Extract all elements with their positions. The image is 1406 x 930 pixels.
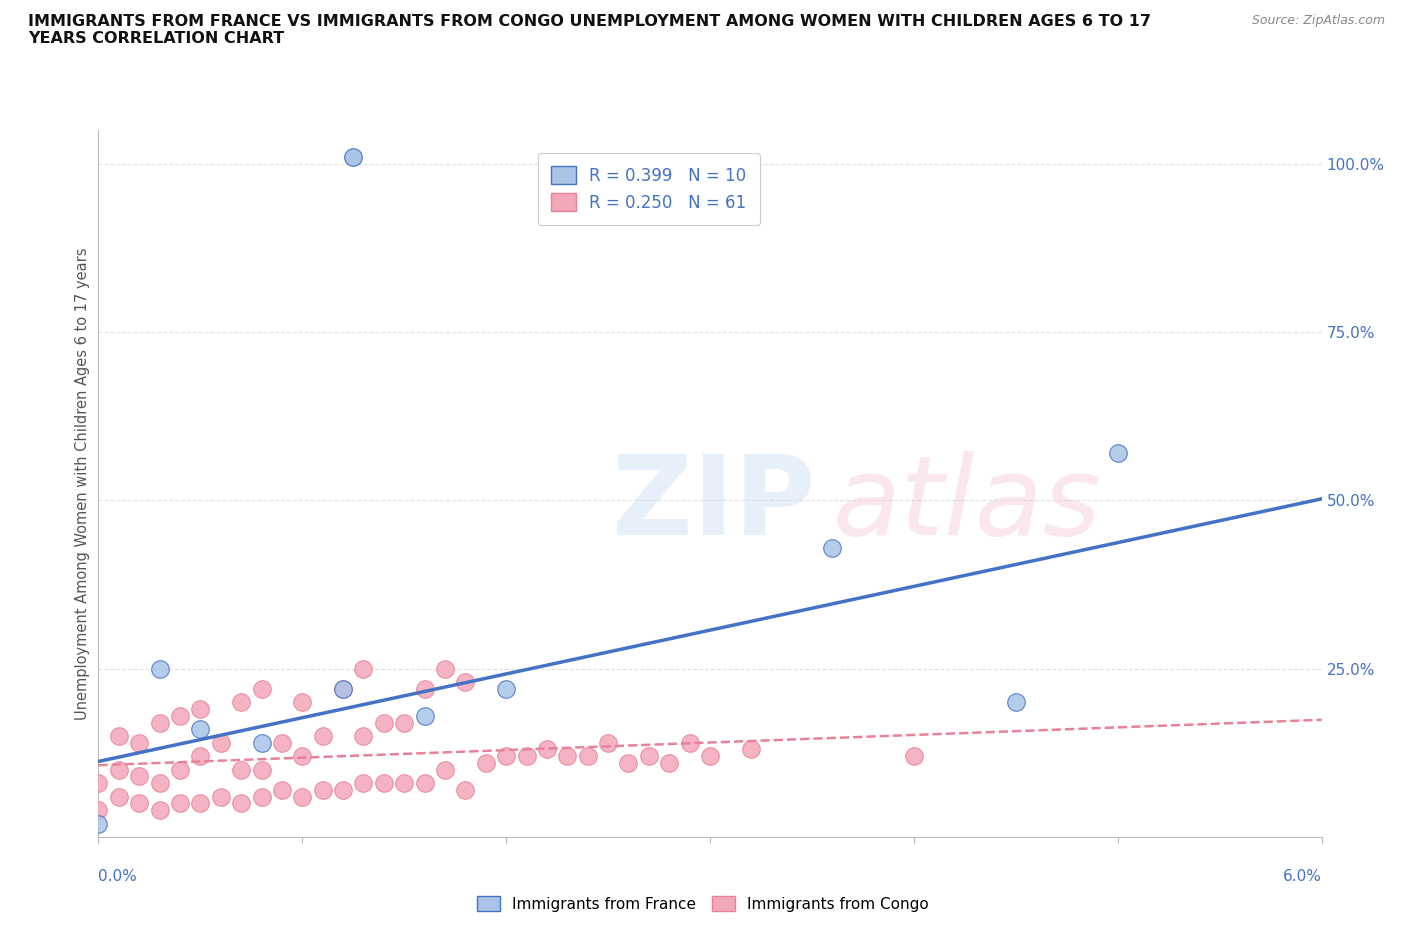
Text: ZIP: ZIP xyxy=(612,451,815,558)
Point xyxy=(1107,445,1129,460)
Text: atlas: atlas xyxy=(832,451,1101,558)
Point xyxy=(188,701,212,716)
Point xyxy=(332,682,354,697)
Point xyxy=(250,790,273,804)
Legend: Immigrants from France, Immigrants from Congo: Immigrants from France, Immigrants from … xyxy=(471,889,935,918)
Point xyxy=(352,776,374,790)
Point xyxy=(311,728,335,743)
Point xyxy=(433,661,456,676)
Point xyxy=(373,776,395,790)
Point xyxy=(413,709,436,724)
Point xyxy=(373,715,395,730)
Point xyxy=(87,817,110,831)
Point xyxy=(413,776,436,790)
Point xyxy=(108,790,131,804)
Point xyxy=(270,736,292,751)
Point xyxy=(311,782,335,797)
Point xyxy=(270,782,292,797)
Point xyxy=(740,742,762,757)
Point xyxy=(342,150,364,165)
Point xyxy=(903,749,925,764)
Point xyxy=(250,763,273,777)
Point xyxy=(128,769,150,784)
Text: IMMIGRANTS FROM FRANCE VS IMMIGRANTS FROM CONGO UNEMPLOYMENT AMONG WOMEN WITH CH: IMMIGRANTS FROM FRANCE VS IMMIGRANTS FRO… xyxy=(28,14,1152,46)
Point xyxy=(658,755,681,770)
Legend: R = 0.399   N = 10, R = 0.250   N = 61: R = 0.399 N = 10, R = 0.250 N = 61 xyxy=(538,153,759,225)
Point xyxy=(169,796,191,811)
Point xyxy=(516,749,538,764)
Point xyxy=(332,782,354,797)
Point xyxy=(128,736,150,751)
Point xyxy=(392,715,416,730)
Point xyxy=(87,776,110,790)
Point xyxy=(250,682,273,697)
Point xyxy=(433,763,456,777)
Point xyxy=(495,749,517,764)
Point xyxy=(555,749,579,764)
Point xyxy=(108,763,131,777)
Text: Source: ZipAtlas.com: Source: ZipAtlas.com xyxy=(1251,14,1385,27)
Point xyxy=(352,661,374,676)
Point xyxy=(188,749,212,764)
Point xyxy=(149,715,172,730)
Point xyxy=(291,695,314,710)
Point xyxy=(149,803,172,817)
Point xyxy=(209,736,232,751)
Point xyxy=(231,796,253,811)
Text: 0.0%: 0.0% xyxy=(98,869,138,883)
Point xyxy=(392,776,416,790)
Point xyxy=(188,796,212,811)
Point xyxy=(474,755,498,770)
Text: 6.0%: 6.0% xyxy=(1282,869,1322,883)
Point xyxy=(352,728,374,743)
Point xyxy=(87,803,110,817)
Point xyxy=(576,749,599,764)
Point xyxy=(149,776,172,790)
Point xyxy=(413,682,436,697)
Point xyxy=(188,722,212,737)
Point xyxy=(536,742,558,757)
Y-axis label: Unemployment Among Women with Children Ages 6 to 17 years: Unemployment Among Women with Children A… xyxy=(75,247,90,720)
Point xyxy=(169,709,191,724)
Point xyxy=(169,763,191,777)
Point xyxy=(231,695,253,710)
Point xyxy=(598,736,620,751)
Point xyxy=(617,755,640,770)
Point xyxy=(149,661,172,676)
Point xyxy=(454,675,477,690)
Point xyxy=(495,682,517,697)
Point xyxy=(637,749,661,764)
Point xyxy=(209,790,232,804)
Point xyxy=(291,749,314,764)
Point xyxy=(821,540,844,555)
Point xyxy=(291,790,314,804)
Point xyxy=(108,728,131,743)
Point xyxy=(128,796,150,811)
Point xyxy=(679,736,702,751)
Point xyxy=(699,749,721,764)
Point xyxy=(250,736,273,751)
Point xyxy=(231,763,253,777)
Point xyxy=(332,682,354,697)
Point xyxy=(454,782,477,797)
Point xyxy=(1004,695,1026,710)
